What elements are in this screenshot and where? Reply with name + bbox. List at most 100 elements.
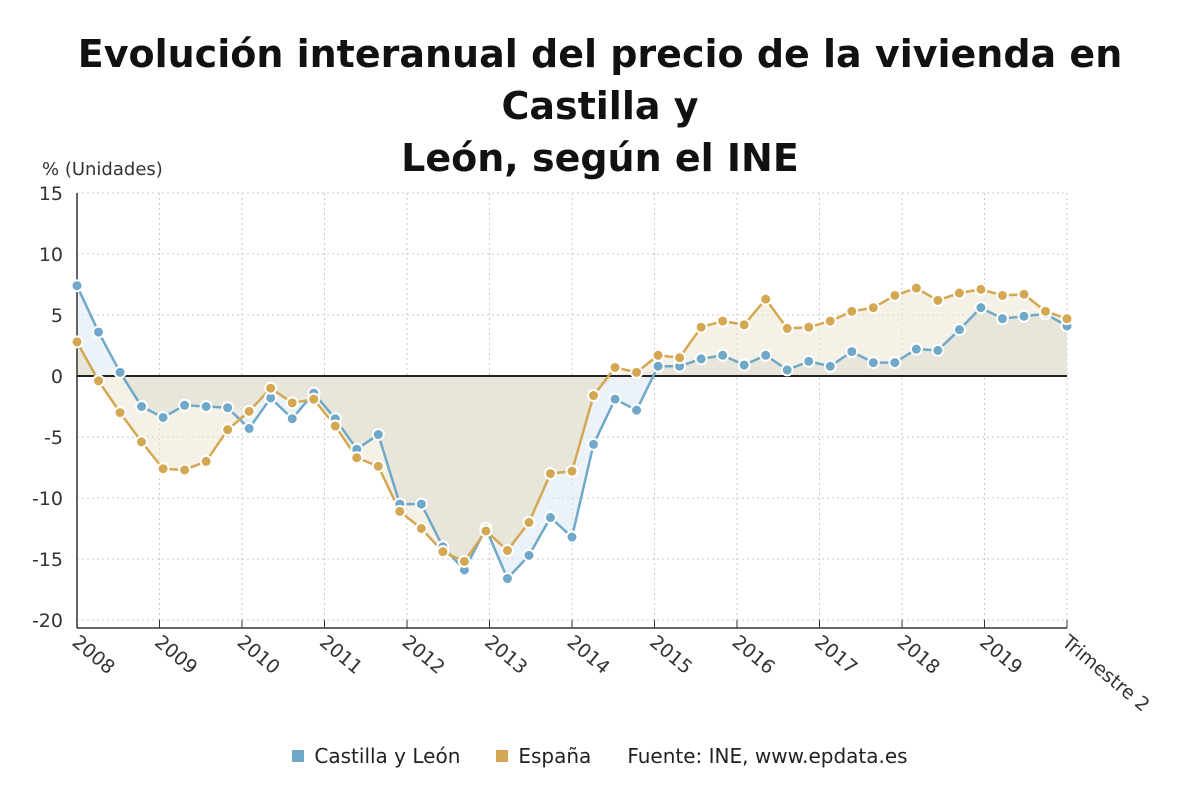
data-point-espana <box>328 419 342 433</box>
data-point-espana <box>1060 312 1074 326</box>
data-point-castilla-y-leon <box>522 548 536 562</box>
data-point-espana <box>845 304 859 318</box>
data-point-espana <box>135 435 149 449</box>
data-point-espana <box>92 374 106 388</box>
data-point-castilla-y-leon <box>242 421 256 435</box>
x-tick-label: 2012 <box>398 631 449 679</box>
data-point-castilla-y-leon <box>974 301 988 315</box>
data-point-castilla-y-leon <box>178 398 192 412</box>
data-point-espana <box>931 293 945 307</box>
y-tick-label: -15 <box>32 549 63 571</box>
x-tick-label: 2018 <box>893 631 944 679</box>
chart-title-line-2: León, según el INE <box>401 136 799 180</box>
data-point-espana <box>543 467 557 481</box>
x-tick-label: 2010 <box>233 631 284 679</box>
y-axis-label: % (Unidades) <box>42 159 163 180</box>
data-point-castilla-y-leon <box>285 412 299 426</box>
data-point-espana <box>479 524 493 538</box>
legend-label-espana: España <box>518 744 592 768</box>
data-point-espana <box>1017 287 1031 301</box>
data-point-espana <box>500 543 514 557</box>
data-point-espana <box>608 360 622 374</box>
data-point-espana <box>737 318 751 332</box>
x-tick-label: 2014 <box>563 631 614 679</box>
data-point-castilla-y-leon <box>630 403 644 417</box>
legend-item-castilla-y-leon[interactable]: Castilla y León <box>292 744 460 768</box>
data-point-castilla-y-leon <box>414 497 428 511</box>
area-fills <box>77 285 1067 579</box>
data-point-espana <box>436 545 450 559</box>
x-tick-label: 2011 <box>315 631 366 679</box>
data-point-castilla-y-leon <box>1017 309 1031 323</box>
data-point-espana <box>823 314 837 328</box>
legend-swatch-castilla-y-leon <box>292 750 305 762</box>
data-point-castilla-y-leon <box>845 345 859 359</box>
x-tick-label: 2016 <box>728 631 779 679</box>
data-point-espana <box>113 406 127 420</box>
data-point-espana <box>952 286 966 300</box>
data-point-castilla-y-leon <box>565 530 579 544</box>
data-point-castilla-y-leon <box>737 358 751 372</box>
x-tick-label: 2015 <box>645 631 696 679</box>
legend-item-espana[interactable]: España <box>496 744 591 768</box>
x-tick-label: 2009 <box>150 631 201 679</box>
data-point-espana <box>285 396 299 410</box>
data-point-castilla-y-leon <box>952 323 966 337</box>
chart-title-line-1: Evolución interanual del precio de la vi… <box>77 32 1123 128</box>
data-point-espana <box>371 459 385 473</box>
area-fill-overlap <box>77 307 1067 562</box>
data-point-espana <box>630 365 644 379</box>
data-point-espana <box>565 464 579 478</box>
data-point-espana <box>716 314 730 328</box>
data-point-castilla-y-leon <box>931 343 945 357</box>
data-point-castilla-y-leon <box>156 410 170 424</box>
data-point-castilla-y-leon <box>70 279 84 293</box>
legend-label-castilla-y-leon: Castilla y León <box>314 744 461 768</box>
source-note: Fuente: INE, www.epdata.es <box>627 744 908 768</box>
data-point-castilla-y-leon <box>199 400 213 413</box>
y-tick-label: -10 <box>32 488 63 510</box>
data-point-espana <box>802 320 816 334</box>
data-point-castilla-y-leon <box>694 352 708 366</box>
data-point-castilla-y-leon <box>780 363 794 377</box>
data-point-castilla-y-leon <box>587 437 601 451</box>
data-point-castilla-y-leon <box>113 365 127 379</box>
data-point-castilla-y-leon <box>543 511 557 525</box>
y-tick-label: 0 <box>51 366 63 388</box>
data-point-espana <box>70 335 84 349</box>
data-point-castilla-y-leon <box>866 356 880 370</box>
data-point-espana <box>457 554 471 568</box>
data-point-espana <box>759 292 773 306</box>
data-point-espana <box>694 320 708 334</box>
data-point-castilla-y-leon <box>802 354 816 368</box>
data-point-castilla-y-leon <box>716 348 730 362</box>
data-point-espana <box>156 462 170 476</box>
data-point-castilla-y-leon <box>371 428 385 442</box>
x-tick-label: 2008 <box>68 631 119 679</box>
legend-swatch-espana <box>496 750 509 762</box>
series <box>70 279 1074 586</box>
data-point-castilla-y-leon <box>500 572 514 586</box>
data-point-castilla-y-leon <box>135 400 149 413</box>
data-point-castilla-y-leon <box>823 359 837 373</box>
data-point-espana <box>393 504 407 518</box>
data-point-castilla-y-leon <box>92 325 106 339</box>
data-point-espana <box>780 321 794 335</box>
axes <box>76 193 1068 629</box>
x-tick-label: 2017 <box>810 631 861 679</box>
data-point-espana <box>888 288 902 302</box>
data-point-castilla-y-leon <box>651 359 665 373</box>
x-tick-label: 2013 <box>480 631 531 679</box>
data-point-espana <box>414 522 428 535</box>
x-tick-label: Trimestre 2 <box>1057 630 1154 716</box>
data-point-espana <box>673 351 687 365</box>
data-point-castilla-y-leon <box>909 342 923 356</box>
data-point-espana <box>651 348 665 362</box>
data-point-espana <box>350 451 364 465</box>
y-tick-label: 5 <box>51 305 63 327</box>
data-point-castilla-y-leon <box>759 348 773 362</box>
data-point-espana <box>242 404 256 418</box>
legend: Castilla y León España Fuente: INE, www.… <box>0 744 1200 768</box>
y-tick-label: 15 <box>39 183 63 205</box>
x-tick-label: 2019 <box>975 631 1026 679</box>
